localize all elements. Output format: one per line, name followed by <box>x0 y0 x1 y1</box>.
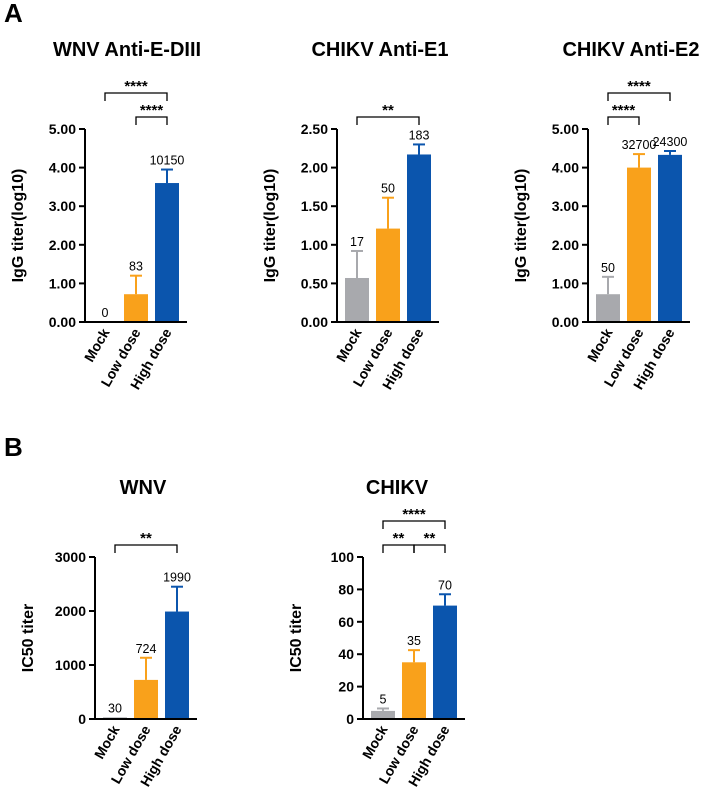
chikv-ic50-y-tick-label-5: 100 <box>331 549 355 565</box>
chikv-anti-e2-bar-0 <box>596 294 620 322</box>
wnv-ic50-bar-2 <box>165 611 189 719</box>
chikv-ic50-data-label-0: 5 <box>380 692 387 706</box>
chikv-anti-e2-y-tick-label-1: 1.00 <box>552 275 579 291</box>
chikv-anti-e2-data-label-0: 50 <box>601 261 615 275</box>
chikv-anti-e1-x-tick-label-0: Mock <box>333 325 365 364</box>
wnv-anti-e-diii-title: WNV Anti-E-DIII <box>53 39 201 61</box>
wnv-anti-e-diii-y-tick-label-5: 5.00 <box>49 121 76 137</box>
wnv-anti-e-diii-significance-label-1: **** <box>140 102 164 119</box>
wnv-anti-e-diii-y-tick-label-4: 4.00 <box>49 160 76 176</box>
chikv-ic50-y-tick-label-1: 20 <box>338 679 354 695</box>
panel-label-b: B <box>4 432 23 462</box>
wnv-ic50-y-tick-label-0: 0 <box>78 711 86 727</box>
wnv-anti-e-diii-bar-1 <box>124 294 148 322</box>
wnv-ic50-bar-1 <box>134 679 158 719</box>
chikv-anti-e1-y-tick-label-3: 1.50 <box>301 198 328 214</box>
wnv-anti-e-diii-data-label-1: 83 <box>129 260 143 274</box>
chikv-ic50-significance-label-0: **** <box>402 506 426 523</box>
wnv-ic50-x-tick-label-0: Mock <box>91 722 123 761</box>
chikv-ic50-significance-bracket-0 <box>382 520 446 529</box>
wnv-ic50-y-tick-label-3: 3000 <box>55 549 86 565</box>
chikv-anti-e2-y-tick-label-5: 5.00 <box>552 121 579 137</box>
wnv-anti-e-diii-significance-bracket-1 <box>135 116 168 125</box>
chikv-ic50-bar-1 <box>402 662 426 719</box>
wnv-anti-e-diii-bar-2 <box>155 183 179 322</box>
chikv-anti-e2-y-tick-label-4: 4.00 <box>552 160 579 176</box>
chikv-ic50-significance-bracket-2 <box>413 544 446 553</box>
wnv-anti-e-diii-significance-bracket-0 <box>104 92 168 101</box>
chikv-ic50-y-tick-label-4: 80 <box>338 581 354 597</box>
wnv-ic50-y-tick-label-2: 2000 <box>55 603 86 619</box>
chikv-anti-e1-data-label-2: 183 <box>409 128 430 142</box>
chikv-ic50-bar-2 <box>433 605 457 719</box>
wnv-anti-e-diii-y-tick-label-2: 2.00 <box>49 237 76 253</box>
chikv-anti-e1-data-label-0: 17 <box>350 235 364 249</box>
wnv-anti-e-diii-data-label-0: 0 <box>102 306 109 320</box>
chikv-anti-e1-y-tick-label-5: 2.50 <box>301 121 328 137</box>
chikv-ic50-significance-label-2: ** <box>424 530 436 547</box>
chikv-anti-e2-y-tick-label-3: 3.00 <box>552 198 579 214</box>
wnv-anti-e-diii-y-tick-label-3: 3.00 <box>49 198 76 214</box>
chikv-anti-e2-title: CHIKV Anti-E2 <box>562 39 699 61</box>
chikv-anti-e2-x-tick-label-0: Mock <box>584 325 616 364</box>
chikv-anti-e2-data-label-1: 32700 <box>622 138 657 152</box>
chikv-anti-e2-significance-label-1: **** <box>612 102 636 119</box>
chikv-anti-e1-bar-0 <box>345 277 369 322</box>
chikv-anti-e1-y-tick-label-1: 0.50 <box>301 275 328 291</box>
wnv-anti-e-diii-x-tick-label-0: Mock <box>81 325 113 364</box>
chikv-ic50-y-tick-label-2: 40 <box>338 646 354 662</box>
chikv-anti-e1-bar-2 <box>407 154 431 322</box>
chikv-ic50-x-tick-label-0: Mock <box>359 722 391 761</box>
wnv-anti-e-diii-y-tick-label-1: 1.00 <box>49 275 76 291</box>
chikv-anti-e2-y-tick-label-2: 2.00 <box>552 237 579 253</box>
chikv-anti-e1-bar-1 <box>376 228 400 322</box>
chikv-ic50-y-axis-label: IC50 titer <box>288 604 305 672</box>
wnv-ic50-data-label-0: 30 <box>108 701 122 715</box>
chikv-anti-e1-significance-bracket-0 <box>356 116 420 125</box>
chikv-anti-e2-y-tick-label-0: 0.00 <box>552 314 579 330</box>
wnv-ic50-y-tick-label-1: 1000 <box>55 657 86 673</box>
chikv-ic50-data-label-1: 35 <box>407 634 421 648</box>
wnv-anti-e-diii-y-axis-label: IgG titer(log10) <box>10 169 27 283</box>
chikv-anti-e1-y-axis-label: IgG titer(log10) <box>262 169 279 283</box>
chikv-anti-e2-bar-1 <box>627 167 651 322</box>
chikv-anti-e1-significance-label-0: ** <box>382 102 394 119</box>
chikv-ic50-y-tick-label-0: 0 <box>346 711 354 727</box>
chikv-anti-e1-title: CHIKV Anti-E1 <box>311 39 448 61</box>
wnv-ic50-significance-label-0: ** <box>140 530 152 547</box>
chikv-ic50-data-label-2: 70 <box>438 578 452 592</box>
wnv-ic50-data-label-2: 1990 <box>163 571 191 585</box>
wnv-ic50-title: WNV <box>120 477 167 499</box>
chikv-anti-e2-significance-label-0: **** <box>627 78 651 95</box>
chikv-anti-e2-bar-2 <box>658 154 682 322</box>
wnv-ic50-data-label-1: 724 <box>136 642 157 656</box>
chikv-ic50-bar-0 <box>371 710 395 719</box>
wnv-anti-e-diii-y-tick-label-0: 0.00 <box>49 314 76 330</box>
chikv-anti-e2-y-axis-label: IgG titer(log10) <box>513 169 530 283</box>
wnv-ic50-y-axis-label: IC50 titer <box>20 604 37 672</box>
panel-label-a: A <box>4 0 23 28</box>
chikv-ic50-significance-label-1: ** <box>393 530 405 547</box>
wnv-anti-e-diii-significance-label-0: **** <box>124 78 148 95</box>
chikv-anti-e1-y-tick-label-2: 1.00 <box>301 237 328 253</box>
wnv-anti-e-diii-data-label-2: 10150 <box>150 154 185 168</box>
chikv-ic50-title: CHIKV <box>366 477 429 499</box>
chikv-anti-e1-y-tick-label-4: 2.00 <box>301 160 328 176</box>
chikv-anti-e2-data-label-2: 24300 <box>653 135 688 149</box>
chikv-ic50-y-tick-label-3: 60 <box>338 614 354 630</box>
chikv-anti-e1-data-label-1: 50 <box>381 182 395 196</box>
chikv-anti-e2-significance-bracket-0 <box>607 92 671 101</box>
chikv-anti-e1-y-tick-label-0: 0.00 <box>301 314 328 330</box>
wnv-ic50-significance-bracket-0 <box>114 544 178 553</box>
chikv-anti-e2-significance-bracket-1 <box>607 116 640 125</box>
